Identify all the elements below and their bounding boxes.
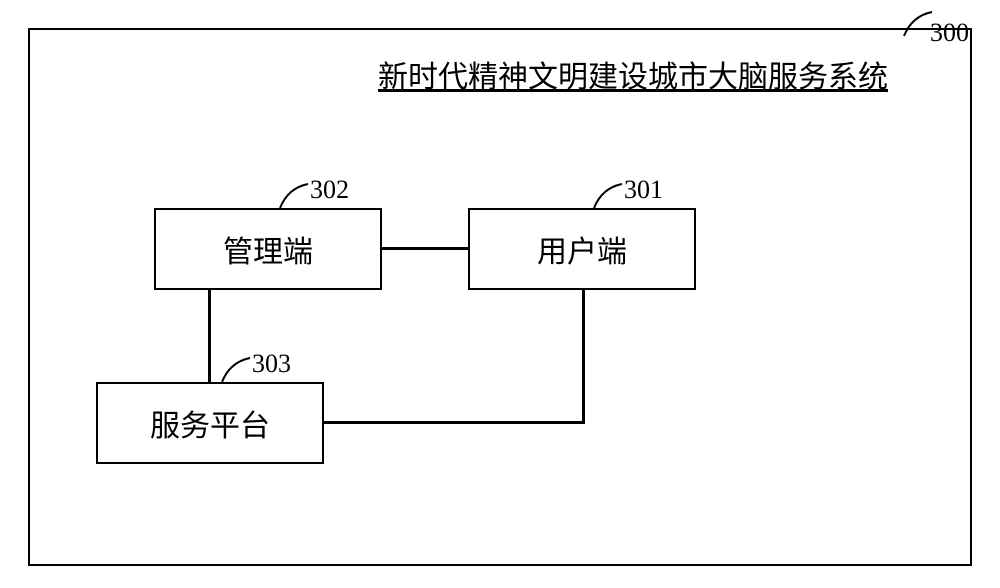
user-callout-curve [592,180,626,210]
outer-frame [28,28,972,566]
management-ref-number: 302 [310,175,349,205]
block-platform: 服务平台 [96,382,324,464]
block-management: 管理端 [154,208,382,290]
block-platform-label: 服务平台 [150,401,270,445]
platform-callout-curve [220,354,254,384]
platform-ref-number: 303 [252,349,291,379]
block-user: 用户端 [468,208,696,290]
block-user-label: 用户端 [537,227,627,271]
edge-management-platform [208,290,211,382]
edge-management-user [382,247,468,250]
block-management-label: 管理端 [223,227,313,271]
management-callout-curve [278,180,312,210]
edge-user-platform-h [324,421,585,424]
title-ref-number: 300 [930,18,969,48]
system-title: 新时代精神文明建设城市大脑服务系统 [378,52,888,96]
edge-user-platform-v [582,290,585,424]
user-ref-number: 301 [624,175,663,205]
